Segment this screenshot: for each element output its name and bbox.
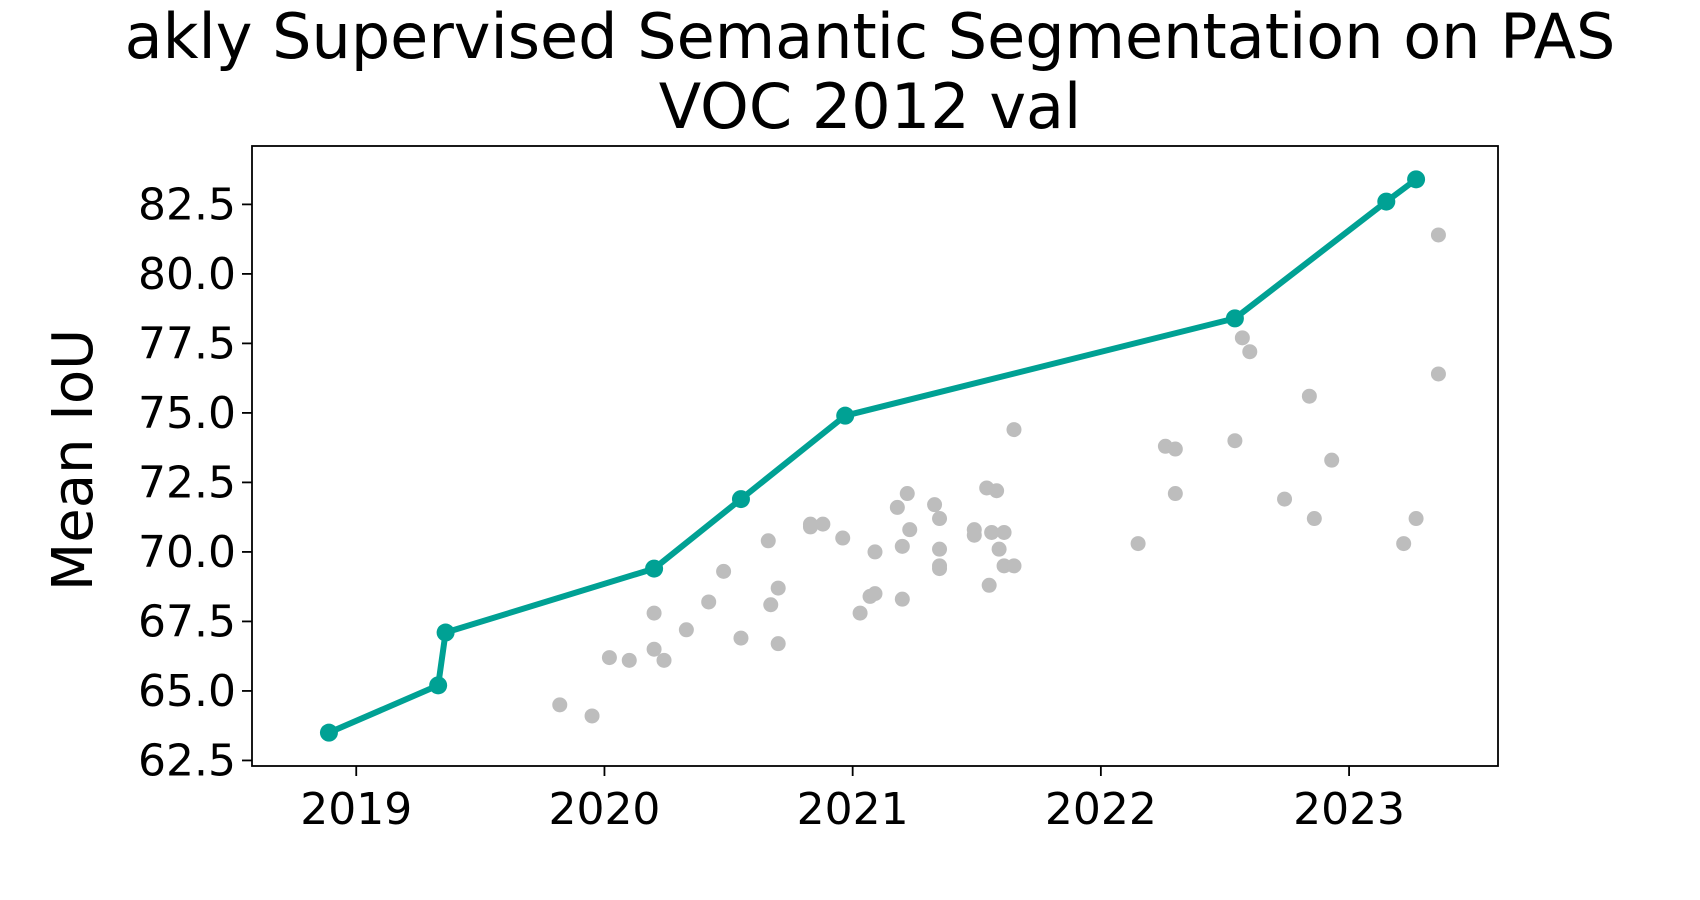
other-method-point — [989, 483, 1005, 499]
other-method-point — [763, 597, 779, 613]
x-tick-label: 2020 — [548, 784, 660, 835]
other-method-point — [932, 561, 948, 577]
other-method-point — [984, 524, 1000, 540]
chart-title-line-1: akly Supervised Semantic Segmentation on… — [125, 0, 1616, 73]
other-method-point — [927, 497, 943, 513]
sota-point — [836, 406, 855, 425]
sota-point — [319, 723, 338, 742]
other-method-point — [1167, 441, 1183, 457]
other-method-point — [760, 533, 776, 549]
other-method-point — [716, 563, 732, 579]
other-method-point — [621, 652, 637, 668]
x-tick-label: 2021 — [797, 784, 909, 835]
sota-point — [1377, 192, 1396, 211]
x-tick-label: 2019 — [300, 784, 412, 835]
other-method-point — [894, 591, 910, 607]
other-method-point — [802, 519, 818, 535]
other-method-point — [1324, 452, 1340, 468]
sota-frontier-series — [319, 170, 1426, 742]
other-method-point — [899, 486, 915, 502]
other-method-point — [601, 650, 617, 666]
other-method-point — [894, 538, 910, 554]
other-method-point — [770, 636, 786, 652]
other-method-point — [966, 527, 982, 543]
other-method-point — [552, 697, 568, 713]
sota-point — [436, 623, 455, 642]
y-tick-label: 65.0 — [138, 666, 236, 717]
sota-point — [731, 490, 750, 509]
y-tick-label: 72.5 — [138, 457, 236, 508]
other-method-point — [770, 580, 786, 596]
other-method-point — [678, 622, 694, 638]
sota-line — [325, 176, 1420, 736]
y-tick-label: 67.5 — [138, 596, 236, 647]
other-method-point — [1430, 366, 1446, 382]
plot-area-frame — [251, 145, 1499, 767]
y-axis-label: Mean IoU — [41, 329, 106, 591]
other-method-point — [1167, 486, 1183, 502]
other-method-point — [867, 544, 883, 560]
y-tick-label: 80.0 — [138, 249, 236, 300]
other-method-point — [867, 586, 883, 602]
other-method-point — [835, 530, 851, 546]
other-method-point — [1396, 536, 1412, 552]
other-method-point — [646, 605, 662, 621]
other-method-point — [1242, 344, 1258, 360]
x-tick-label: 2023 — [1293, 784, 1405, 835]
other-method-point — [1277, 491, 1293, 507]
other-method-point — [889, 499, 905, 515]
sota-point — [1225, 309, 1244, 328]
y-tick-label: 70.0 — [138, 527, 236, 578]
y-tick-label: 75.0 — [138, 388, 236, 439]
other-method-point — [656, 652, 672, 668]
other-method-point — [1227, 433, 1243, 449]
other-method-point — [733, 630, 749, 646]
other-method-point — [584, 708, 600, 724]
y-tick-label: 82.5 — [138, 179, 236, 230]
other-method-point — [1234, 330, 1250, 346]
other-method-point — [1301, 388, 1317, 404]
other-method-point — [852, 605, 868, 621]
other-method-point — [902, 522, 918, 538]
other-method-point — [1408, 511, 1424, 527]
other-method-point — [996, 524, 1012, 540]
other-methods-points — [552, 227, 1446, 724]
other-method-point — [1430, 227, 1446, 243]
axis-ticks: 2019 2020 2021 2022 2023 62.5 65.0 67.5 70.0 72.5… — [138, 179, 1405, 835]
other-method-point — [981, 577, 997, 593]
other-method-point — [815, 516, 831, 532]
other-method-point — [1306, 511, 1322, 527]
other-method-point — [932, 511, 948, 527]
other-method-point — [991, 541, 1007, 557]
other-method-point — [701, 594, 717, 610]
x-tick-label: 2022 — [1045, 784, 1157, 835]
other-method-point — [1006, 558, 1022, 574]
sota-point — [429, 676, 448, 695]
y-tick-label: 62.5 — [138, 735, 236, 786]
sota-point — [645, 559, 664, 578]
other-method-point — [1130, 536, 1146, 552]
sota-point — [1407, 170, 1426, 189]
y-tick-label: 77.5 — [138, 318, 236, 369]
other-method-point — [646, 641, 662, 657]
chart-title-line-2: VOC 2012 val — [659, 70, 1082, 143]
other-method-point — [1006, 422, 1022, 438]
other-method-point — [932, 541, 948, 557]
